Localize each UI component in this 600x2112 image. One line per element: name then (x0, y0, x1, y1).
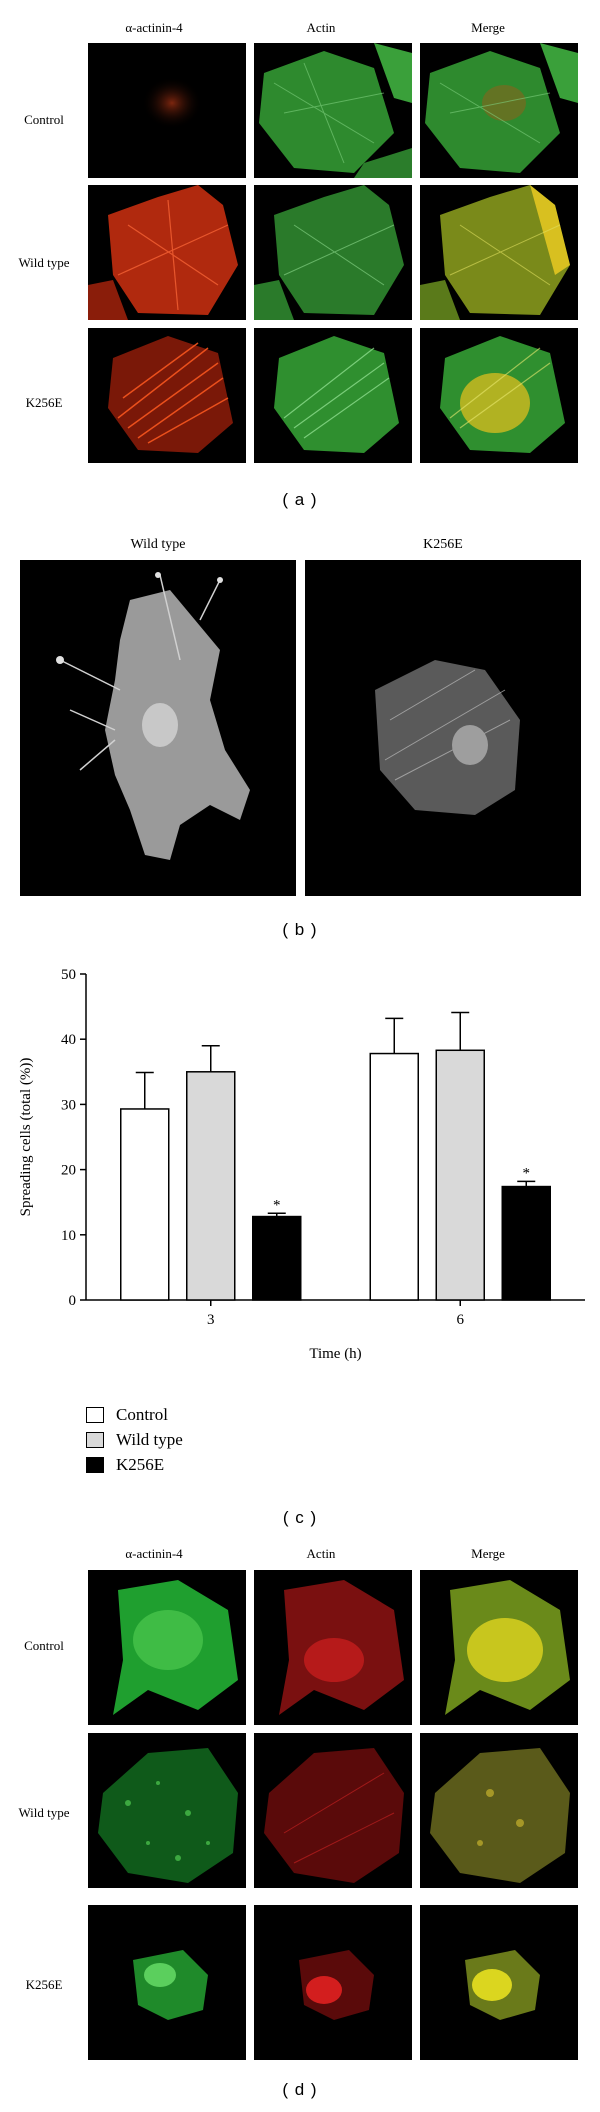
panel-a-col-header: Merge (471, 20, 505, 35)
panel-a-row-label: Wild type (18, 255, 70, 270)
y-tick-label: 50 (61, 967, 76, 983)
panel-b-label: ( b ) (282, 920, 318, 939)
y-tick-label: 0 (69, 1293, 77, 1309)
y-tick-label: 20 (61, 1163, 76, 1179)
significance-marker: * (273, 1197, 281, 1213)
micrograph-k256e-merge (420, 328, 578, 463)
legend-item-wild-type: Wild type (86, 1430, 183, 1450)
micrograph-k256e-actin (254, 328, 412, 463)
y-tick-label: 10 (61, 1228, 76, 1244)
micrograph-d-wildtype-actin (254, 1733, 412, 1888)
legend-swatch-wild-type (86, 1432, 104, 1448)
micrograph-d-wildtype-actinin (88, 1733, 246, 1888)
panel-a-col-header: Actin (306, 20, 336, 35)
micrograph-wildtype-actin (254, 185, 412, 320)
micrograph-d-k256e-actinin (88, 1905, 246, 2060)
micrograph-d-k256e-merge (420, 1905, 578, 2060)
x-tick-label: 6 (457, 1312, 465, 1328)
y-axis-label: Spreading cells (total (%)) (18, 1058, 34, 1217)
bar (369, 1052, 419, 1301)
micrograph-d-k256e-actin (254, 1905, 412, 2060)
bar (435, 1049, 485, 1301)
micrograph-control-merge (420, 43, 578, 178)
bar (120, 1108, 170, 1301)
micrograph-d-wildtype-merge (420, 1733, 578, 1888)
micrograph-control-actinin (88, 43, 246, 178)
panel-d-col-header: Merge (471, 1546, 505, 1561)
panel-c-label: ( c ) (282, 1508, 318, 1527)
y-tick-label: 40 (61, 1032, 76, 1048)
micrograph-k256e-actinin (88, 328, 246, 463)
panel-d-row-label: Wild type (18, 1805, 70, 1820)
micrograph-wildtype-actinin (88, 185, 246, 320)
panel-a-row-label: Control (24, 112, 64, 127)
micrograph-b-wildtype (20, 560, 296, 896)
bar (186, 1071, 236, 1301)
panel-d-row-label: K256E (25, 1977, 63, 1992)
legend-label-wild-type: Wild type (116, 1430, 183, 1449)
legend-swatch-k256e (86, 1457, 104, 1473)
legend-label-control: Control (116, 1405, 168, 1424)
spreading-cells-bar-chart: 0 10 20 30 40 50 Spreading cells (total (%)) * 3… (18, 967, 585, 1362)
legend-swatch-control (86, 1407, 104, 1423)
panel-d-label: ( d ) (282, 2080, 318, 2099)
panel-a-row-label: K256E (25, 395, 63, 410)
legend-item-control: Control (86, 1405, 168, 1425)
panel-d-row-label: Control (24, 1638, 64, 1653)
x-tick-label: 3 (207, 1312, 215, 1328)
panel-d-col-header: α-actinin-4 (125, 1546, 183, 1561)
micrograph-d-control-actinin (88, 1570, 246, 1725)
micrograph-control-actin (254, 43, 412, 178)
panel-b-col-header: K256E (423, 537, 463, 552)
panel-a-col-header: α-actinin-4 (125, 20, 183, 35)
micrograph-d-control-actin (254, 1570, 412, 1725)
panel-d-col-header: Actin (306, 1546, 336, 1561)
micrograph-d-control-merge (420, 1570, 578, 1725)
bar (252, 1215, 302, 1301)
y-tick-label: 30 (61, 1097, 76, 1113)
x-axis-label: Time (h) (309, 1346, 361, 1362)
panel-b-col-header: Wild type (130, 537, 186, 552)
legend-label-k256e: K256E (116, 1455, 165, 1474)
panel-a-label: ( a ) (282, 490, 318, 509)
significance-marker: * (523, 1165, 531, 1181)
bar (501, 1185, 551, 1301)
legend-item-k256e: K256E (86, 1455, 164, 1475)
micrograph-b-k256e (305, 560, 581, 896)
micrograph-wildtype-merge (420, 185, 578, 320)
